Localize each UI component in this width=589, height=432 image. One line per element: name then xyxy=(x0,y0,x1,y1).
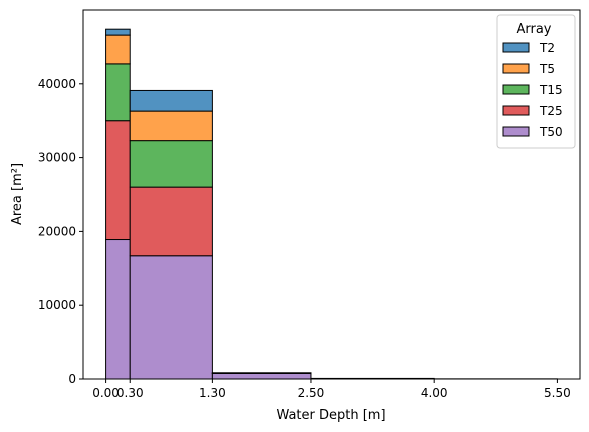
x-axis-label: Water Depth [m] xyxy=(276,408,385,423)
bar-segment-t2-bin-1 xyxy=(129,89,213,112)
bar-segment-t50-bin-0 xyxy=(105,239,131,380)
legend-swatch-t50 xyxy=(502,126,530,137)
bar-segment-t50-bin-2 xyxy=(211,372,312,380)
legend: Array T2 T5 T15 T25 T50 xyxy=(496,14,576,149)
y-tick-label: 30000 xyxy=(38,151,76,165)
x-tick-label: 5.50 xyxy=(544,386,571,400)
bar-segment-t50-bin-1 xyxy=(129,255,213,380)
bar-segment-t5-bin-0 xyxy=(105,34,131,65)
y-tick-label: 0 xyxy=(68,372,76,386)
bar-segment-t15-bin-0 xyxy=(105,63,131,122)
y-axis-label: Area [m²] xyxy=(10,163,25,225)
bar-segment-t2-bin-0 xyxy=(105,28,131,36)
legend-swatch-t2 xyxy=(502,42,530,53)
x-tick-label: 2.50 xyxy=(298,386,325,400)
legend-swatch-t15 xyxy=(502,84,530,95)
x-tick-label: 1.30 xyxy=(199,386,226,400)
y-tick-label: 20000 xyxy=(38,224,76,238)
bar-segment-t5-bin-1 xyxy=(129,110,213,142)
bars-layer xyxy=(105,28,558,380)
legend-label-t5: T5 xyxy=(539,62,555,76)
y-tick-label: 40000 xyxy=(38,77,76,91)
y-ticks: 0 10000 20000 30000 40000 xyxy=(38,77,83,386)
bar-segment-t25-bin-0 xyxy=(105,120,131,241)
bar-segment-t15-bin-1 xyxy=(129,140,213,188)
y-tick-label: 10000 xyxy=(38,298,76,312)
legend-label-t15: T15 xyxy=(539,83,563,97)
legend-swatch-t5 xyxy=(502,63,530,74)
legend-label-t2: T2 xyxy=(539,41,555,55)
legend-label-t50: T50 xyxy=(539,125,563,139)
plot-frame xyxy=(82,9,581,380)
x-tick-label: 4.00 xyxy=(421,386,448,400)
x-ticks: 0.000.30 1.30 2.50 4.00 5.50 xyxy=(92,379,571,400)
x-tick-label: 0.00 xyxy=(92,386,119,400)
x-tick-label: 0.30 xyxy=(117,386,144,400)
legend-items: T2 T5 T15 T25 T50 xyxy=(502,41,563,139)
legend-label-t25: T25 xyxy=(539,104,563,118)
legend-swatch-t25 xyxy=(502,105,530,116)
legend-title: Array xyxy=(516,22,551,37)
axes-layer xyxy=(82,9,581,380)
bar-segment-t25-bin-1 xyxy=(129,186,213,257)
